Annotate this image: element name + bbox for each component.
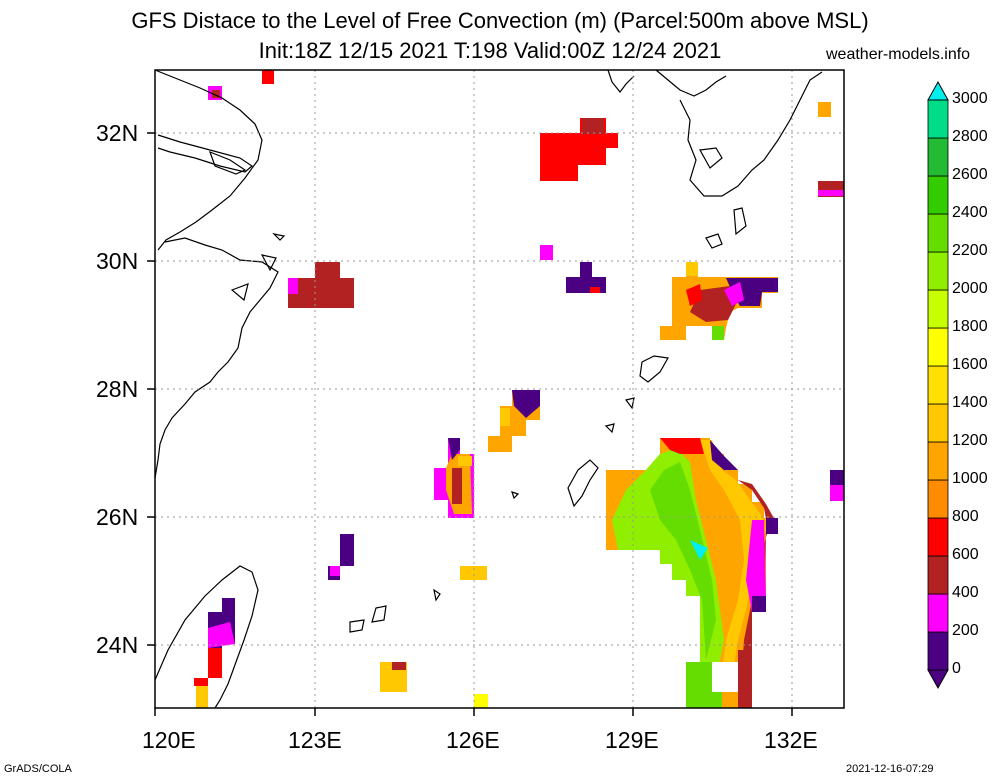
colorbar-segment [927, 441, 949, 481]
colorbar [927, 80, 949, 690]
colorbar-label: 2000 [952, 280, 988, 297]
colorbar-label: 1000 [952, 470, 988, 487]
colorbar-label: 1200 [952, 432, 988, 449]
colorbar-segment [927, 631, 949, 671]
lon-tick-126e: 126E [446, 727, 500, 753]
colorbar-label: 2200 [952, 242, 988, 259]
footer-software: GrADS/COLA [4, 763, 72, 775]
colorbar-segment [927, 251, 949, 291]
colorbar-label: 1400 [952, 394, 988, 411]
site-credit: weather-models.info [826, 46, 971, 63]
lon-tick-120e: 120E [142, 727, 196, 753]
lfc-field-patches [194, 70, 844, 708]
colorbar-segment [927, 555, 949, 595]
colorbar-segment [927, 327, 949, 367]
colorbar-segment [927, 365, 949, 405]
colorbar-label: 3000 [952, 90, 988, 107]
chart-subtitle: Init:18Z 12/15 2021 T:198 Valid:00Z 12/2… [258, 38, 722, 63]
colorbar-label: 2400 [952, 204, 988, 221]
colorbar-label: 2600 [952, 166, 988, 183]
colorbar-high-arrow [927, 80, 949, 101]
colorbar-label: 1600 [952, 356, 988, 373]
lat-tick-32n: 32N [96, 120, 139, 146]
lat-tick-26n: 26N [96, 504, 139, 530]
colorbar-label: 200 [952, 622, 979, 639]
coastlines [154, 69, 823, 709]
lon-tick-132e: 132E [764, 727, 818, 753]
colorbar-segment [927, 175, 949, 215]
lat-tick-24n: 24N [96, 632, 139, 658]
lon-tick-123e: 123E [288, 727, 342, 753]
colorbar-segment [927, 479, 949, 519]
colorbar-label: 400 [952, 584, 979, 601]
colorbar-segment [927, 289, 949, 329]
lat-tick-30n: 30N [96, 248, 139, 274]
colorbar-segment [927, 403, 949, 443]
colorbar-label: 800 [952, 508, 979, 525]
chart-title: GFS Distace to the Level of Free Convect… [131, 8, 869, 33]
colorbar-label: 600 [952, 546, 979, 563]
colorbar-segment [927, 517, 949, 557]
lat-tick-28n: 28N [96, 376, 139, 402]
colorbar-low-arrow [927, 669, 949, 690]
colorbar-segment [927, 213, 949, 253]
colorbar-label: 1800 [952, 318, 988, 335]
colorbar-segment [927, 593, 949, 633]
graticule [155, 70, 844, 708]
colorbar-label: 2800 [952, 128, 988, 145]
lon-tick-129e: 129E [605, 727, 659, 753]
colorbar-segment [927, 99, 949, 139]
colorbar-label: 0 [952, 660, 961, 677]
colorbar-segment [927, 137, 949, 177]
footer-timestamp: 2021-12-16-07:29 [846, 763, 934, 775]
